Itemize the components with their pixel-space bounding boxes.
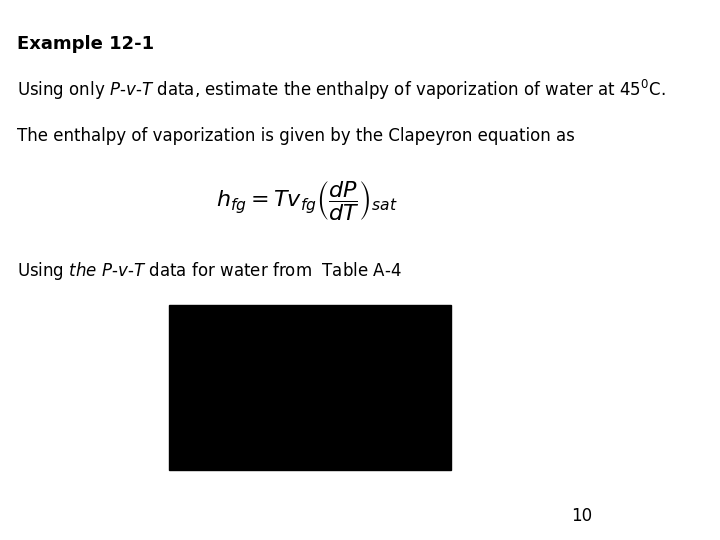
- Text: $h_{fg} = Tv_{fg}\left(\dfrac{dP}{dT}\right)_{sat}$: $h_{fg} = Tv_{fg}\left(\dfrac{dP}{dT}\ri…: [216, 179, 397, 222]
- FancyBboxPatch shape: [168, 305, 451, 470]
- Text: 10: 10: [571, 507, 592, 525]
- Text: Using only $\it{P}$-$\it{v}$-$\it{T}$ data, estimate the enthalpy of vaporizatio: Using only $\it{P}$-$\it{v}$-$\it{T}$ da…: [17, 78, 666, 103]
- Text: Using $\it{the}$ $\it{P}$-$\it{v}$-$\it{T}$ data for water from  Table A-4: Using $\it{the}$ $\it{P}$-$\it{v}$-$\it{…: [17, 260, 402, 282]
- Text: The enthalpy of vaporization is given by the Clapeyron equation as: The enthalpy of vaporization is given by…: [17, 127, 575, 145]
- Text: Example 12-1: Example 12-1: [17, 35, 154, 53]
